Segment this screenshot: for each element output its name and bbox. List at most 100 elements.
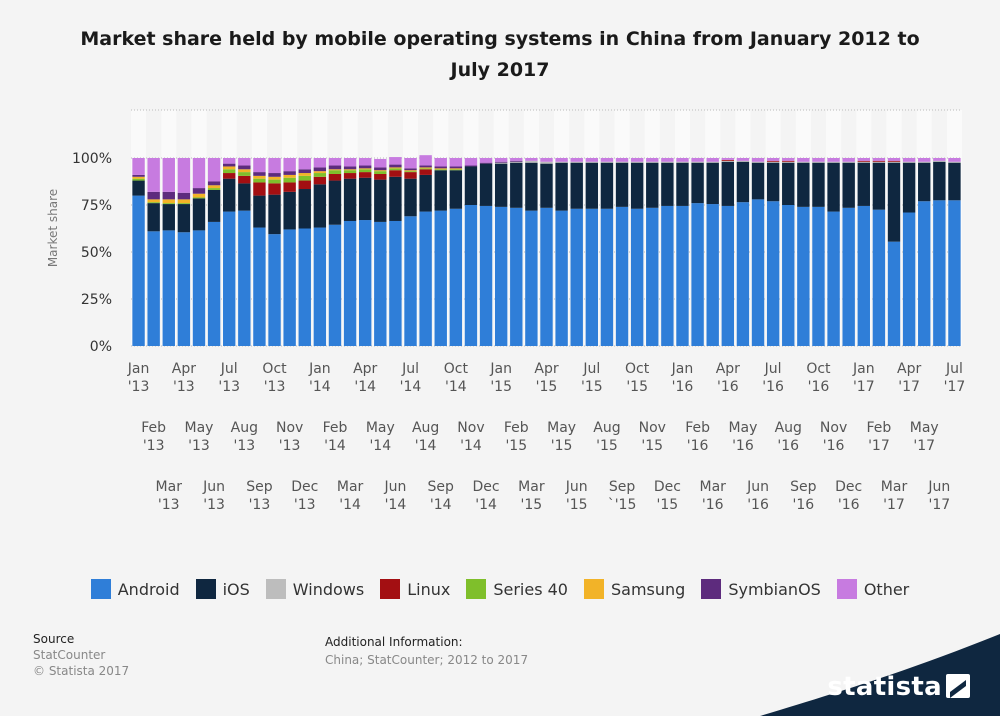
brand-corner-shape <box>760 634 1000 716</box>
bar-segment-other <box>283 158 296 172</box>
x-tick-label: '16 <box>762 379 784 395</box>
x-tick-label: '14 <box>415 438 437 454</box>
x-tick-label: '15 <box>641 438 663 454</box>
bar-segment-other <box>933 158 946 161</box>
bar-segment-symbianos <box>283 171 296 175</box>
bar-segment-series-40 <box>434 169 447 171</box>
x-tick-label: Apr <box>716 361 740 377</box>
x-tick-label: '13 <box>173 379 195 395</box>
x-tick-label: Jan <box>489 361 512 377</box>
bar-segment-windows <box>555 161 568 163</box>
bar-segment-symbianos <box>419 165 432 168</box>
bar-segment-symbianos <box>328 165 342 170</box>
x-tick-label: '15 <box>626 379 648 395</box>
bar-segment-android <box>676 205 689 346</box>
bar-segment-windows <box>857 161 870 163</box>
legend-item[interactable]: Series 40 <box>466 579 568 599</box>
statista-logo-text[interactable]: statista <box>827 672 942 702</box>
bar-segment-windows <box>630 161 644 163</box>
x-tick-label: Mar <box>881 479 908 495</box>
legend-item[interactable]: Windows <box>265 579 364 599</box>
bar-segment-ios <box>570 162 583 209</box>
bar-segment-android <box>464 205 478 346</box>
bar-segment-android <box>343 220 357 346</box>
bar-segment-series-40 <box>207 188 221 190</box>
bar-segment-series-40 <box>328 170 342 174</box>
y-tick-label: 100% <box>72 151 112 167</box>
legend-swatch <box>195 579 216 599</box>
bar-segment-android <box>797 206 810 346</box>
x-tick-label: Mar <box>518 479 545 495</box>
x-tick-label: '16 <box>747 497 769 513</box>
bar-segment-other <box>223 158 236 164</box>
bar-segment-symbianos <box>389 164 402 168</box>
x-tick-label: '13 <box>188 438 210 454</box>
bar-segment-android <box>570 208 583 346</box>
bar-segment-samsung <box>389 167 402 169</box>
bar-segment-linux <box>872 160 886 162</box>
bar-segment-symbianos <box>343 166 357 170</box>
x-tick-label: Feb <box>504 420 529 436</box>
bar-segment-series-40 <box>177 203 191 205</box>
legend-item[interactable]: iOS <box>195 579 250 599</box>
bar-segment-symbianos <box>268 173 281 177</box>
bar-segment-ios <box>842 162 855 208</box>
bar-segment-series-40 <box>238 172 251 176</box>
legend-label: Other <box>863 579 910 599</box>
bar-segment-ios <box>358 177 372 221</box>
bar-segment-ios <box>192 198 206 231</box>
bar-segment-ios <box>283 191 296 230</box>
x-tick-label: Oct <box>806 361 831 377</box>
bar-segment-ios <box>253 195 266 228</box>
bar-segment-ios <box>389 176 402 221</box>
bar-segment-other <box>661 158 674 162</box>
bar-segment-samsung <box>147 199 160 203</box>
bar-segment-android <box>827 211 840 346</box>
bar-segment-android <box>238 210 251 346</box>
bar-segment-series-40 <box>313 173 327 177</box>
bar-segment-other <box>766 158 780 161</box>
bar-segment-windows <box>948 161 961 163</box>
bar-segment-android <box>540 207 553 346</box>
bar-segment-linux <box>782 160 795 162</box>
bar-segment-linux <box>374 173 387 180</box>
bar-segment-ios <box>706 162 719 205</box>
bar-segment-samsung <box>223 166 236 170</box>
bar-segment-linux <box>419 169 432 175</box>
x-tick-label: '13 <box>158 497 180 513</box>
x-tick-label: '13 <box>233 438 255 454</box>
statista-logo-icon[interactable] <box>946 674 970 698</box>
bar-segment-ios <box>948 162 961 201</box>
legend-item[interactable]: Linux <box>380 579 450 599</box>
bar-segment-android <box>374 221 387 346</box>
legend-item[interactable]: Other <box>836 579 910 599</box>
bar-segment-symbianos <box>192 188 206 194</box>
bar-segment-symbianos <box>434 166 447 169</box>
legend-item[interactable]: Samsung <box>583 579 685 599</box>
bar-segment-other <box>706 158 719 162</box>
x-tick-label: Aug <box>412 420 439 436</box>
x-tick-label: Nov <box>820 420 847 436</box>
bar-segment-android <box>721 205 735 346</box>
copyright-text: © Statista 2017 <box>33 664 130 678</box>
bar-segment-ios <box>721 161 735 206</box>
bar-segment-symbianos <box>207 181 221 186</box>
x-tick-label: '14 <box>339 497 361 513</box>
bar-segment-ios <box>479 163 493 206</box>
bar-segment-symbianos <box>464 165 478 167</box>
bar-segment-other <box>857 158 870 161</box>
bar-segment-android <box>223 211 236 346</box>
bar-segment-other <box>570 158 583 162</box>
legend-item[interactable]: SymbianOS <box>701 579 821 599</box>
bar-segment-ios <box>525 162 538 211</box>
bar-segment-ios <box>343 178 357 221</box>
bar-segment-other <box>147 158 160 192</box>
x-tick-label: '13 <box>143 438 165 454</box>
bar-segment-ios <box>630 162 644 209</box>
x-tick-label: Mar <box>699 479 726 495</box>
bar-segment-other <box>298 158 311 170</box>
legend-item[interactable]: Android <box>90 579 180 599</box>
legend-swatch <box>265 579 286 599</box>
x-tick-label: Nov <box>457 420 484 436</box>
bar-segment-series-40 <box>223 169 236 174</box>
